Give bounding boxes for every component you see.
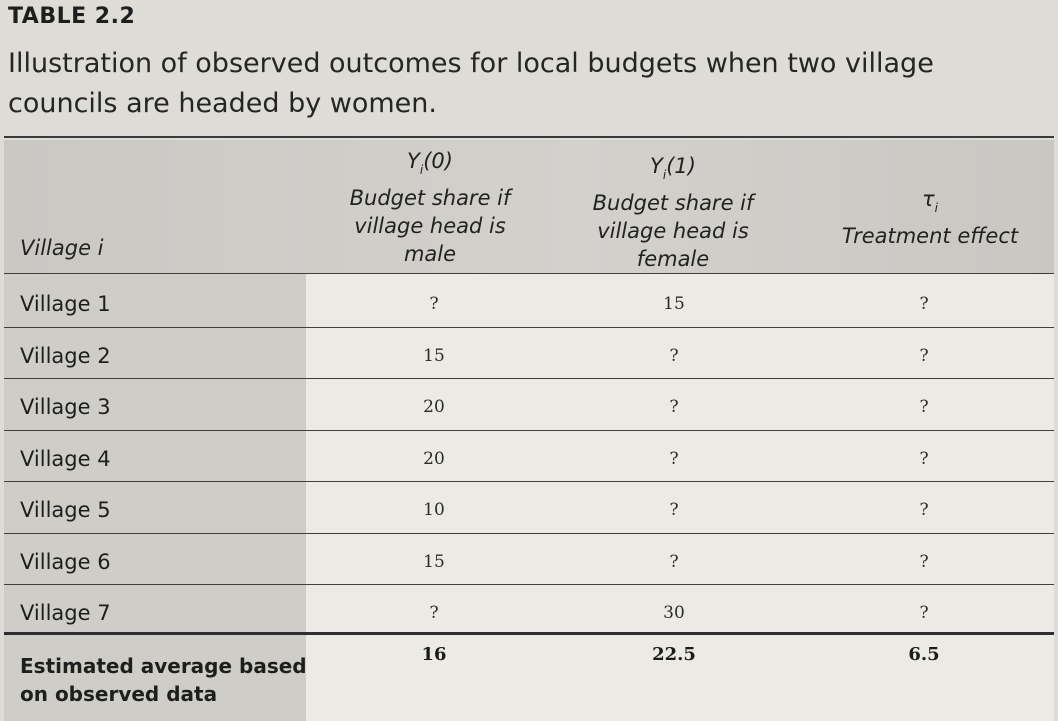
cell-y0: ?: [429, 603, 439, 623]
table-caption: Illustration of observed outcomes for lo…: [8, 48, 934, 119]
average-y0: 16: [421, 644, 447, 665]
row-divider: [4, 430, 1054, 431]
header-y1: Yi(1) Budget share if village head is fe…: [573, 152, 773, 273]
table-row: Village 4 20??: [4, 430, 1054, 482]
cell-y0: 20: [423, 449, 445, 469]
cell-y0: 15: [423, 346, 445, 366]
header-divider: [4, 273, 1054, 274]
header-tau: τi Treatment effect: [820, 185, 1040, 250]
row-divider: [4, 533, 1054, 534]
header-band: [4, 140, 1054, 273]
cell-y0: 20: [423, 397, 445, 417]
table-row: Village 6 15??: [4, 533, 1054, 585]
table-row: Village 2 15??: [4, 327, 1054, 379]
village-name: Village 5: [20, 498, 111, 522]
cell-y1: ?: [669, 346, 679, 366]
cell-y0: 10: [423, 500, 445, 520]
village-name: Village 7: [20, 601, 111, 625]
table-row: Village 1? 15?: [4, 275, 1054, 327]
table-body-area: [306, 273, 1054, 721]
row-divider: [4, 378, 1054, 379]
header-village: Village i: [20, 236, 104, 260]
cell-tau: ?: [919, 449, 929, 469]
header-tau-symbol: τi: [922, 187, 938, 215]
cell-tau: ?: [919, 603, 929, 623]
cell-y1: ?: [669, 500, 679, 520]
village-name: Village 4: [20, 447, 111, 471]
header-y1-desc: Budget share if village head is female: [592, 191, 754, 271]
header-y0: Yi(0) Budget share if village head is ma…: [330, 147, 530, 268]
cell-tau: ?: [919, 346, 929, 366]
average-label: Estimated average based on observed data: [20, 654, 307, 706]
average-row: Estimated average based on observed data…: [4, 636, 1054, 721]
cell-y0: 15: [423, 552, 445, 572]
table-row: Village 7? 30?: [4, 584, 1054, 636]
cell-tau: ?: [919, 500, 929, 520]
cell-tau: ?: [919, 552, 929, 572]
bottom-rule: [4, 632, 1054, 635]
table-row: Village 5 10??: [4, 481, 1054, 533]
cell-y0: ?: [429, 294, 439, 314]
cell-y1: 30: [663, 603, 685, 623]
cell-y1: ?: [669, 449, 679, 469]
header-tau-desc: Treatment effect: [841, 224, 1019, 248]
table-label: TABLE 2.2: [8, 4, 136, 29]
village-name: Village 1: [20, 292, 111, 316]
row-divider: [4, 481, 1054, 482]
cell-y1: ?: [669, 397, 679, 417]
cell-tau: ?: [919, 397, 929, 417]
village-name: Village 6: [20, 550, 111, 574]
cell-y1: ?: [669, 552, 679, 572]
cell-y1: 15: [663, 294, 685, 314]
village-column-band: [4, 273, 306, 721]
cell-tau: ?: [919, 294, 929, 314]
table-row: Village 3 20??: [4, 378, 1054, 430]
header-y0-desc: Budget share if village head is male: [349, 186, 511, 266]
village-name: Village 3: [20, 395, 111, 419]
average-y1: 22.5: [652, 644, 696, 665]
header-y1-symbol: Yi(1): [650, 154, 696, 182]
top-rule: [4, 136, 1054, 138]
row-divider: [4, 584, 1054, 585]
row-divider: [4, 327, 1054, 328]
header-y0-symbol: Yi(0): [407, 149, 453, 177]
village-name: Village 2: [20, 344, 111, 368]
average-tau: 6.5: [908, 644, 940, 665]
